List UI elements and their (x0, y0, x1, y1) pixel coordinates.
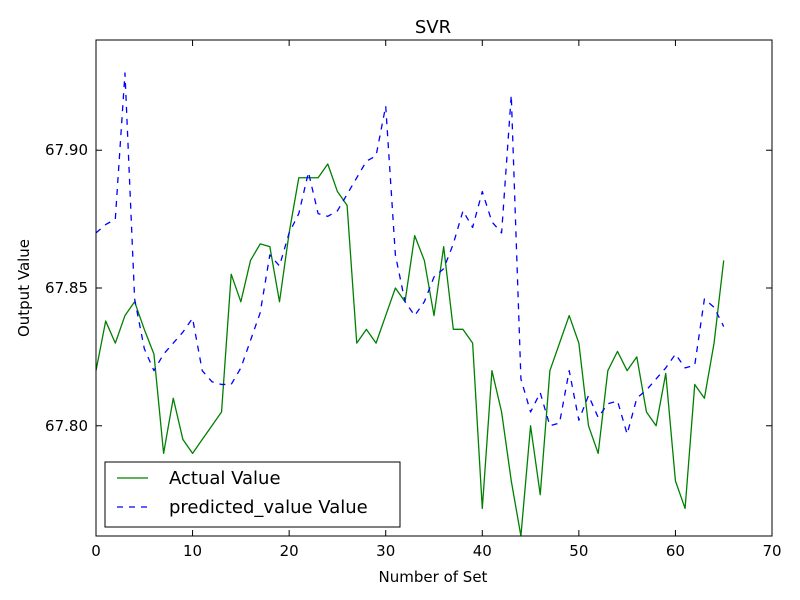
legend-label-actual: Actual Value (169, 468, 281, 489)
x-tick-label: 70 (762, 542, 781, 560)
y-tick-label: 67.80 (45, 417, 88, 435)
x-tick-label: 30 (376, 542, 395, 560)
series-line-predicted (96, 72, 725, 435)
legend: Actual Value predicted_value Value (104, 461, 401, 528)
x-tick-label: 0 (91, 542, 101, 560)
y-tick-label: 67.85 (45, 279, 88, 297)
x-axis-label: Number of Set (379, 568, 488, 586)
legend-label-predicted: predicted_value Value (169, 497, 368, 518)
y-tick-label: 67.90 (45, 141, 88, 159)
chart-title: SVR (415, 17, 451, 38)
ticks-layer: 0 10 20 30 40 50 60 70 67.80 67.85 67.90 (45, 40, 782, 560)
series-line-actual (96, 163, 725, 536)
x-tick-label: 40 (473, 542, 492, 560)
series-layer (96, 72, 725, 536)
x-tick-label: 10 (183, 542, 202, 560)
legend-box (104, 461, 401, 528)
x-tick-label: 60 (666, 542, 685, 560)
x-tick-label: 20 (280, 542, 299, 560)
y-axis-label: Output Value (15, 239, 33, 337)
x-tick-label: 50 (569, 542, 588, 560)
